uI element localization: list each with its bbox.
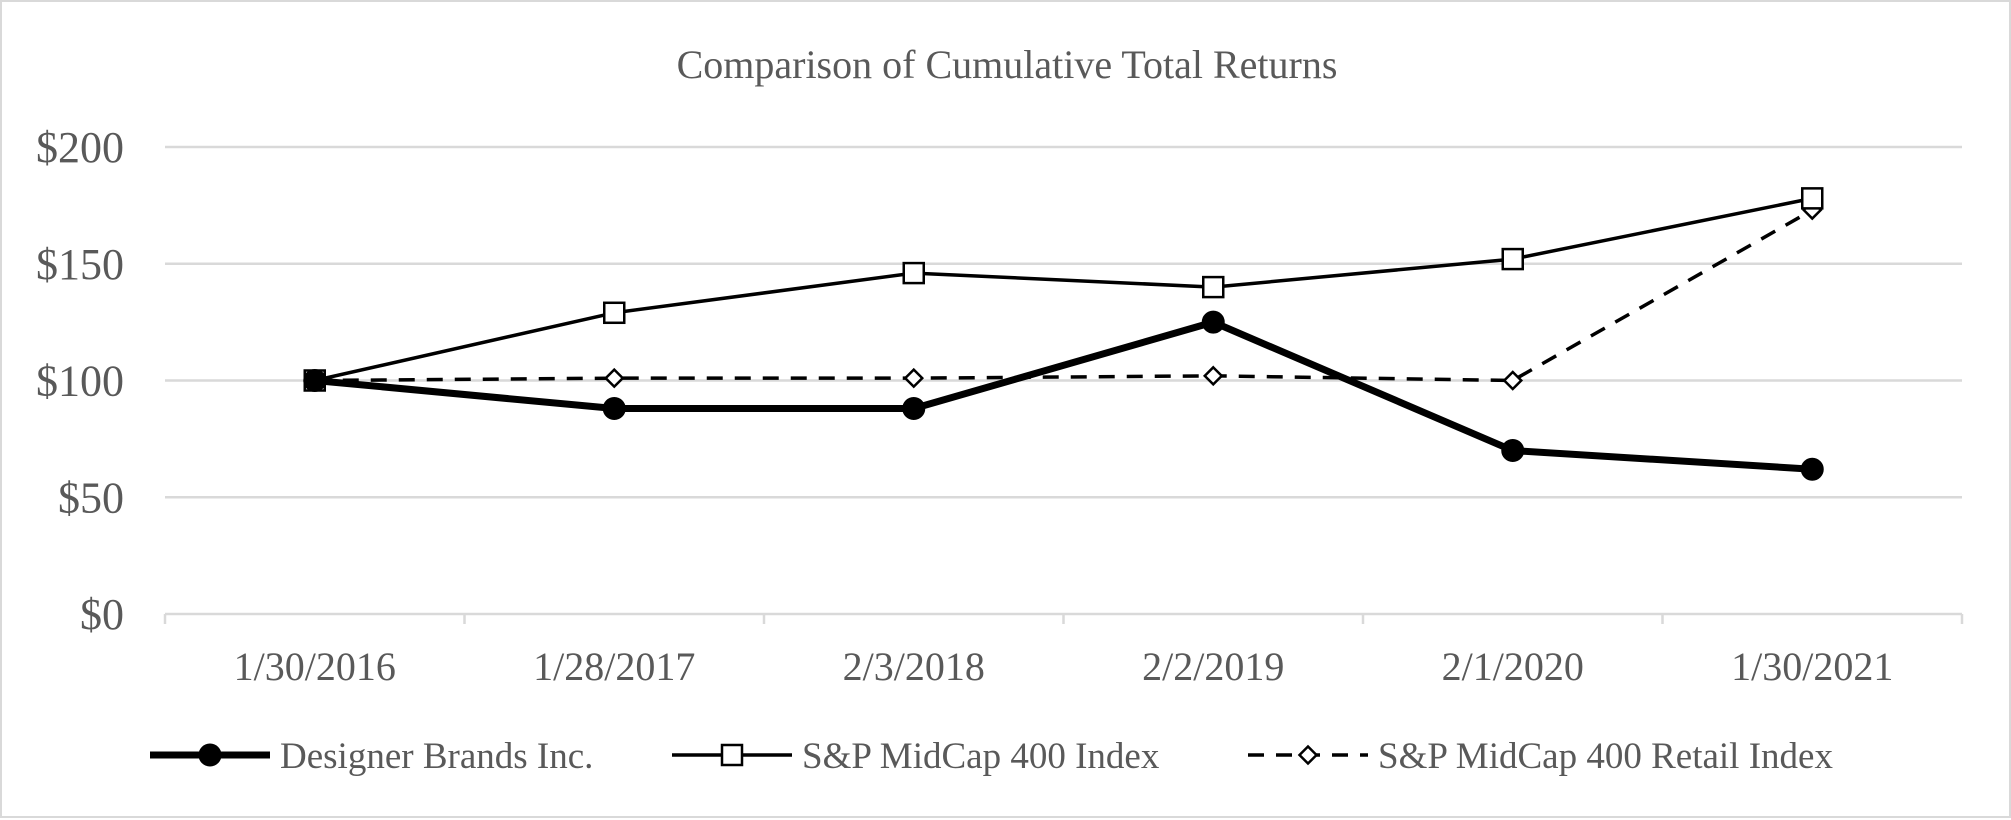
- data-point-designer-brands-inc: [303, 369, 327, 392]
- data-point-designer-brands-inc: [1800, 457, 1824, 481]
- y-tick-label: $200: [36, 123, 124, 172]
- x-tick-label: 2/1/2020: [1442, 644, 1584, 689]
- x-tick-label: 1/30/2016: [234, 644, 396, 689]
- data-point-designer-brands-inc: [602, 397, 626, 421]
- data-point-s-p-midcap-400-retail-index: [1202, 365, 1224, 387]
- y-tick-label: $150: [36, 240, 124, 289]
- data-point-s-p-midcap-400-index: [1801, 187, 1824, 210]
- data-point-s-p-midcap-400-index: [603, 301, 626, 325]
- x-axis-ticks: 1/30/2016 1/28/2017 2/3/2018 2/2/2019 2/1/20…: [234, 644, 1894, 689]
- y-tick-label: $50: [58, 473, 124, 522]
- series-line-s-p-midcap-400-retail-index: [314, 208, 1814, 383]
- x-axis: [163, 612, 1964, 624]
- series-line-designer-brands-inc: [314, 318, 1813, 473]
- legend-marker-designer-brands-inc: [198, 743, 222, 767]
- legend-marker-s-p-midcap-400-index: [720, 743, 744, 767]
- data-point-s-p-midcap-400-retail-index: [903, 367, 925, 389]
- data-point-s-p-midcap-400-index: [1202, 275, 1225, 299]
- data-point-s-p-midcap-400-retail-index: [1502, 370, 1524, 391]
- series-lines: [303, 187, 1824, 481]
- x-tick-label: 2/2/2019: [1142, 644, 1284, 689]
- legend-label-designer-brands-inc: Designer Brands Inc.: [280, 736, 593, 777]
- x-tick-label: 1/28/2017: [533, 644, 695, 689]
- legend-label-s-p-midcap-400-retail-index: S&P MidCap 400 Retail Index: [1378, 736, 1833, 777]
- legend-marker-s-p-midcap-400-retail-index: [1297, 744, 1319, 766]
- y-tick-label: $0: [80, 590, 124, 639]
- legend-label-s-p-midcap-400-index: S&P MidCap 400 Index: [802, 736, 1160, 777]
- data-point-s-p-midcap-400-index: [1501, 247, 1524, 271]
- data-point-designer-brands-inc: [1501, 439, 1525, 463]
- data-point-designer-brands-inc: [902, 397, 926, 421]
- data-point-designer-brands-inc: [1201, 310, 1225, 334]
- series-line-s-p-midcap-400-index: [314, 196, 1813, 383]
- data-point-s-p-midcap-400-index: [902, 261, 925, 285]
- x-tick-label: 2/3/2018: [843, 644, 985, 689]
- x-tick-label: 1/30/2021: [1731, 644, 1893, 689]
- chart-title: Comparison of Cumulative Total Returns: [677, 42, 1338, 87]
- legend: Designer Brands Inc. S&P MidCap 400 Index…: [150, 736, 1833, 777]
- y-tick-label: $100: [36, 357, 124, 406]
- y-axis-ticks: $0 $50 $100 $150 $200: [36, 123, 124, 639]
- data-point-s-p-midcap-400-retail-index: [603, 367, 625, 389]
- gridlines: [165, 145, 1962, 499]
